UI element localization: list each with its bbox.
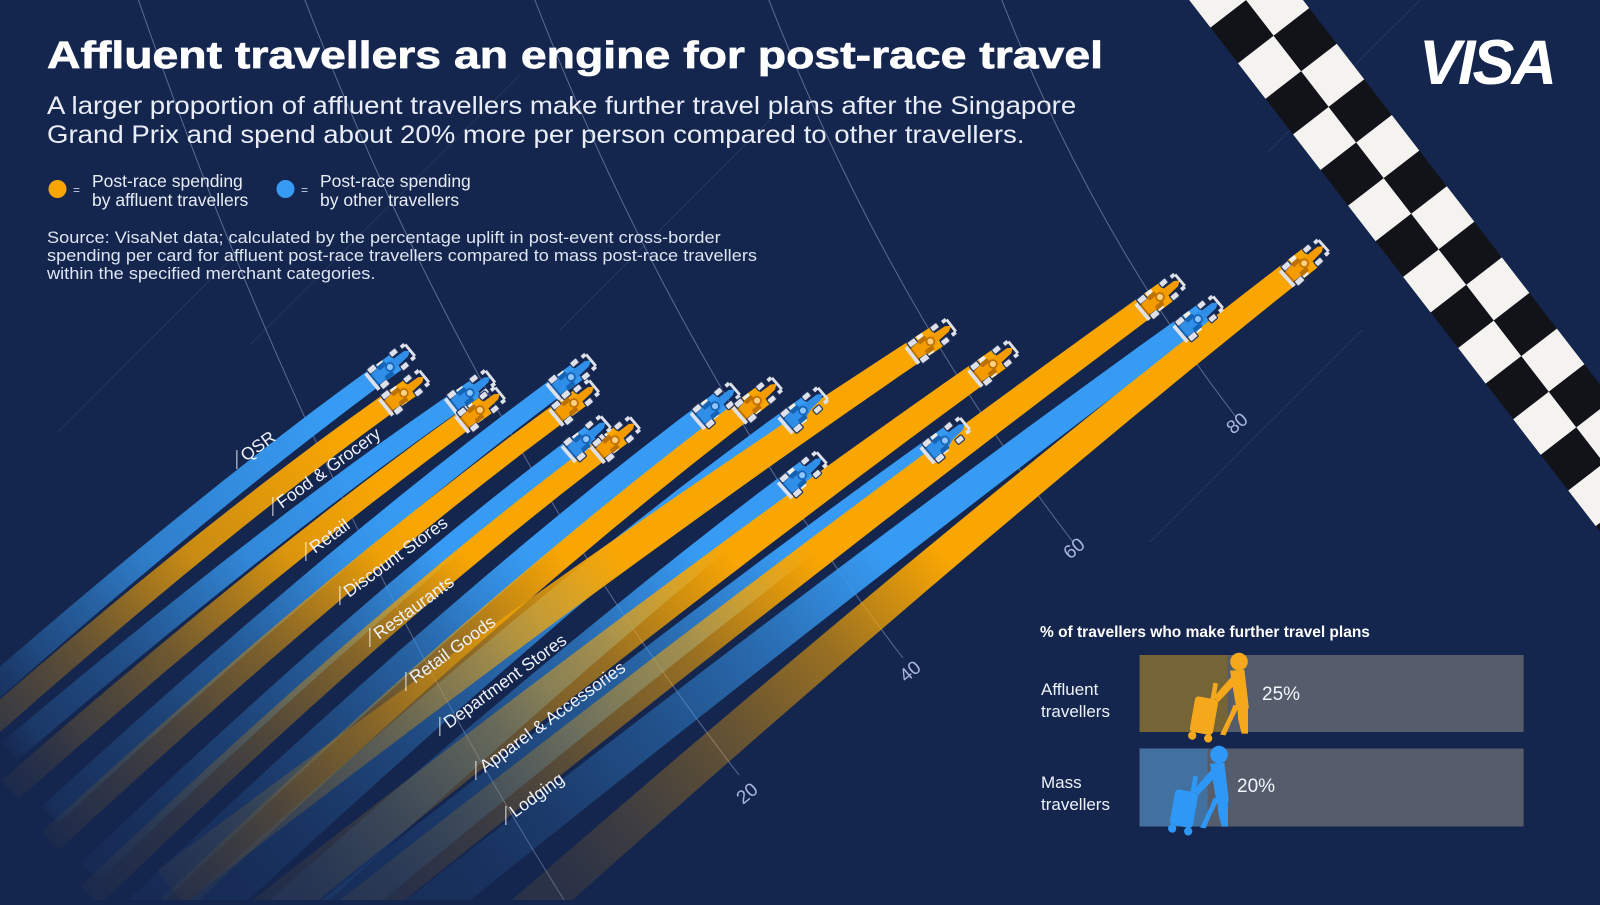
svg-text:20%: 20% bbox=[1237, 776, 1275, 797]
svg-text:=: = bbox=[301, 183, 308, 197]
svg-text:% of travellers who make furth: % of travellers who make further travel … bbox=[1040, 624, 1370, 641]
svg-text:25%: 25% bbox=[1262, 684, 1300, 705]
svg-text:Grand Prix and spend about 20%: Grand Prix and spend about 20% more per … bbox=[47, 120, 1025, 148]
svg-text:Post-race spending: Post-race spending bbox=[92, 171, 243, 191]
svg-text:travellers: travellers bbox=[1041, 795, 1110, 814]
svg-text:travellers: travellers bbox=[1041, 702, 1110, 721]
svg-text:within the specified merchant: within the specified merchant categories… bbox=[46, 264, 375, 283]
svg-text:VISA: VISA bbox=[1419, 28, 1554, 98]
svg-text:Post-race spending: Post-race spending bbox=[320, 171, 471, 191]
svg-text:Mass: Mass bbox=[1041, 773, 1082, 792]
svg-text:Affluent: Affluent bbox=[1041, 680, 1099, 699]
svg-text:by affluent travellers: by affluent travellers bbox=[92, 190, 249, 210]
svg-text:by other travellers: by other travellers bbox=[320, 190, 459, 210]
svg-text:Affluent travellers an engine: Affluent travellers an engine for post-r… bbox=[47, 34, 1103, 76]
svg-text:A larger proportion of affluen: A larger proportion of affluent travelle… bbox=[47, 91, 1076, 119]
svg-text:spending per card for affluent: spending per card for affluent post-race… bbox=[47, 246, 757, 265]
svg-text:Source: VisaNet data; calculat: Source: VisaNet data; calculated by the … bbox=[47, 228, 721, 247]
svg-text:=: = bbox=[73, 183, 80, 197]
